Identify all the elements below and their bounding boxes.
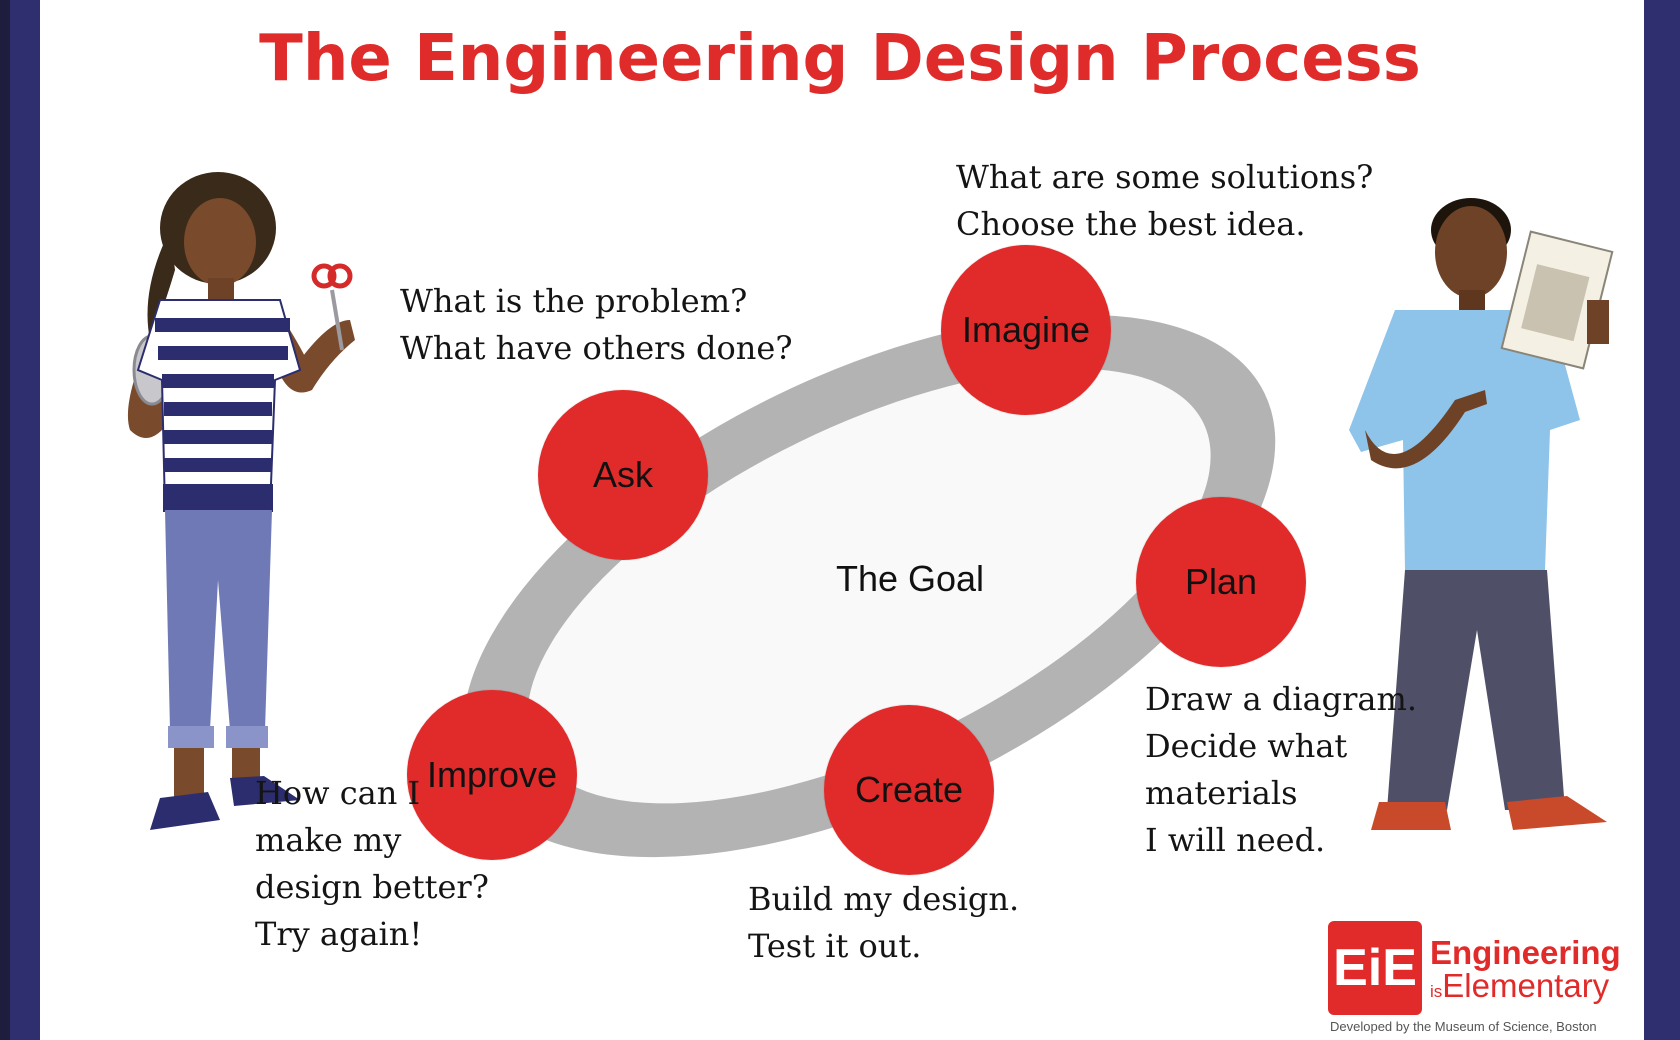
girl-right-shoe [230,776,300,806]
project-notebook-drawing [1521,264,1590,342]
plan-prompt-line: Decide what [1145,727,1348,765]
create-prompts: Build my design. Test it out. [748,876,1019,970]
left-frame-bar [0,0,40,1040]
improve-prompts: How can I make my design better? Try aga… [255,770,489,958]
eie-logo-word-engineering: Engineering [1430,934,1621,971]
girl-jeans [165,510,272,730]
imagine-prompt-line: What are some solutions? [956,158,1374,196]
eie-logo-elementary: Elementary [1442,967,1610,1004]
create-prompt-line: Test it out. [748,927,922,965]
stage-ask: Ask [538,390,708,560]
boy-pants [1387,570,1565,810]
girl-neck [208,278,234,302]
shirt-stripe [164,430,272,444]
shirt-stripe [155,318,290,332]
ask-prompts: What is the problem? What have others do… [400,278,793,372]
boy-face [1435,206,1507,298]
plan-prompts: Draw a diagram. Decide what materials I … [1145,676,1417,864]
shirt-stripe [162,374,274,388]
improve-prompt-line: Try again! [255,915,423,953]
plan-prompt-line: I will need. [1145,821,1326,859]
girl-face [184,198,256,286]
stage-imagine: Imagine [941,245,1111,415]
shirt-stripe [158,346,288,360]
shirt-hem [163,484,273,512]
improve-prompt-line: How can I [255,774,421,812]
boy-right-shoe [1507,796,1607,830]
shirt-stripe [164,458,272,472]
boy-hand-on-notebook [1587,300,1609,344]
ask-prompt-line: What have others done? [400,329,793,367]
boy-shirt [1349,310,1580,570]
plan-prompt-line: Draw a diagram. [1145,680,1418,718]
imagine-prompt-line: Choose the best idea. [956,205,1306,243]
boy-neck [1459,290,1485,312]
stage-plan: Plan [1136,497,1306,667]
scissors-handle-1 [311,263,337,289]
eie-logo-is: is [1430,982,1443,1001]
eie-logo-mark: EiE [1328,921,1422,1015]
girl-left-shoe [150,792,220,830]
girl-right-arm [278,320,355,393]
scissors-blade [330,289,344,351]
stage-create: Create [824,705,994,875]
ask-prompt-line: What is the problem? [400,282,748,320]
girl-jeans-cuff-left [168,726,214,748]
plan-prompt-line: materials [1145,774,1298,812]
eie-logo-word-elementary: isElementary [1430,968,1609,1010]
scissors-handle-2 [327,263,353,289]
imagine-prompts: What are some solutions? Choose the best… [956,154,1373,248]
girl-right-shin [232,748,260,782]
poster-title: The Engineering Design Process [259,22,1421,96]
right-frame-bar [1644,0,1680,1040]
goal-label: The Goal [835,558,985,599]
girl-jeans-cuff-right [226,726,268,748]
left-frame-shadow [0,0,10,1040]
logo-credit: Developed by the Museum of Science, Bost… [1330,1019,1597,1034]
stage-improve: Improve [407,690,577,860]
improve-prompt-line: make my [255,821,402,859]
boy-pointing-arm [1365,390,1487,469]
girl-left-shin [174,748,204,798]
create-prompt-line: Build my design. [748,880,1020,918]
shirt-stripe [164,402,272,416]
girl-with-scissors-and-tape-illustration [127,172,355,830]
improve-prompt-line: design better? [255,868,489,906]
cycle-ring-inner [527,368,1211,804]
boy-with-project-notebook-illustration [1349,198,1614,830]
girl-braid [147,230,175,340]
boy-left-shoe [1371,802,1451,830]
